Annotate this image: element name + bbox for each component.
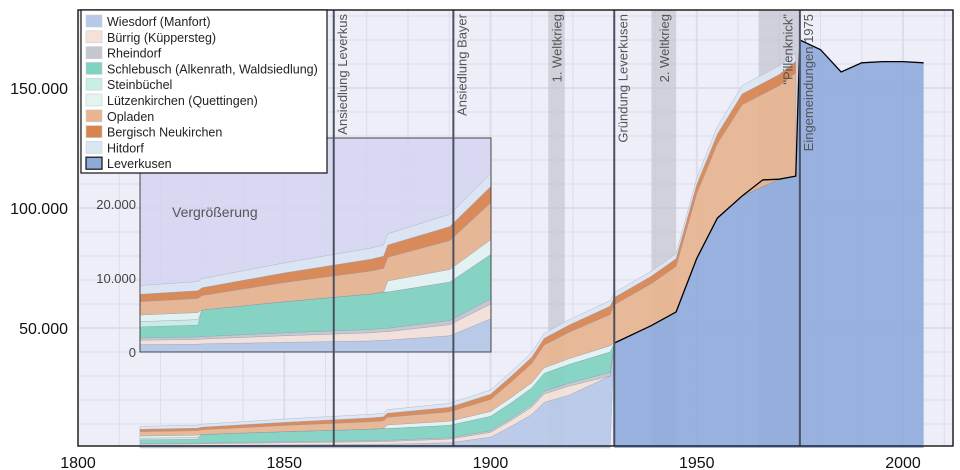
y-tick-label: 50.000 [19,321,68,338]
x-tick-label: 1800 [60,455,96,470]
inset-y-tick-label: 10.000 [96,271,136,286]
x-tick-label: 1950 [679,455,715,470]
legend-swatch [85,156,103,170]
y-tick-label: 150.000 [10,81,68,98]
legend-swatch [85,14,103,28]
legend-label: Bürrig (Küppersteg) [107,31,216,45]
legend-swatch [85,109,103,123]
period-label: 1. Weltkrieg [550,14,565,82]
plot-frame [77,9,954,447]
legend-swatch [85,46,103,59]
legend-swatch [85,62,103,75]
legend-swatch [85,77,103,91]
legend-label: Bergisch Neukirchen [107,126,222,140]
event-label: Ansiedlung Bayer [454,13,469,116]
area-hitdorf [139,52,796,430]
x-tick-label: 1850 [266,455,302,470]
legend-label: Steinbüchel [107,78,172,92]
legend-label: Leverkusen [107,157,172,171]
x-tick-label: 2000 [885,455,921,470]
legend-label: Hitdorf [107,141,144,155]
period-label: 2. Weltkrieg [657,14,672,82]
leverkusen-line [613,38,924,344]
legend: Wiesdorf (Manfort) Bürrig (Küppersteg) Rhe… [80,9,328,174]
legend-swatch [85,125,103,138]
event-label: Ansiedlung Leverkus [335,14,350,135]
x-tick-label: 1900 [473,455,509,470]
y-tick-label: 100.000 [10,201,68,218]
area-leverkusen [614,40,924,448]
period-label: "Pillenknick" [781,14,796,85]
inset-y-tick-label: 0 [129,345,136,360]
legend-label: Rheindorf [107,47,162,61]
inset-label: Vergrößerung [172,204,258,220]
legend-box [80,9,328,174]
inset-zoom: Vergrößerung 0 10.000 20.000 [96,137,492,360]
inset-y-tick-label: 20.000 [96,197,136,212]
event-label: Gründung Leverkusen [615,14,630,143]
legend-swatch [85,93,103,107]
legend-swatch [85,30,103,44]
legend-label: Opladen [107,110,154,124]
legend-swatch [85,141,103,154]
legend-label: Schlebusch (Alkenrath, Waldsiedlung) [107,62,318,76]
event-label: Eingemeindungen 1975 [801,14,816,151]
legend-label: Lützenkirchen (Quettingen) [107,94,258,108]
legend-label: Wiesdorf (Manfort) [107,15,211,29]
